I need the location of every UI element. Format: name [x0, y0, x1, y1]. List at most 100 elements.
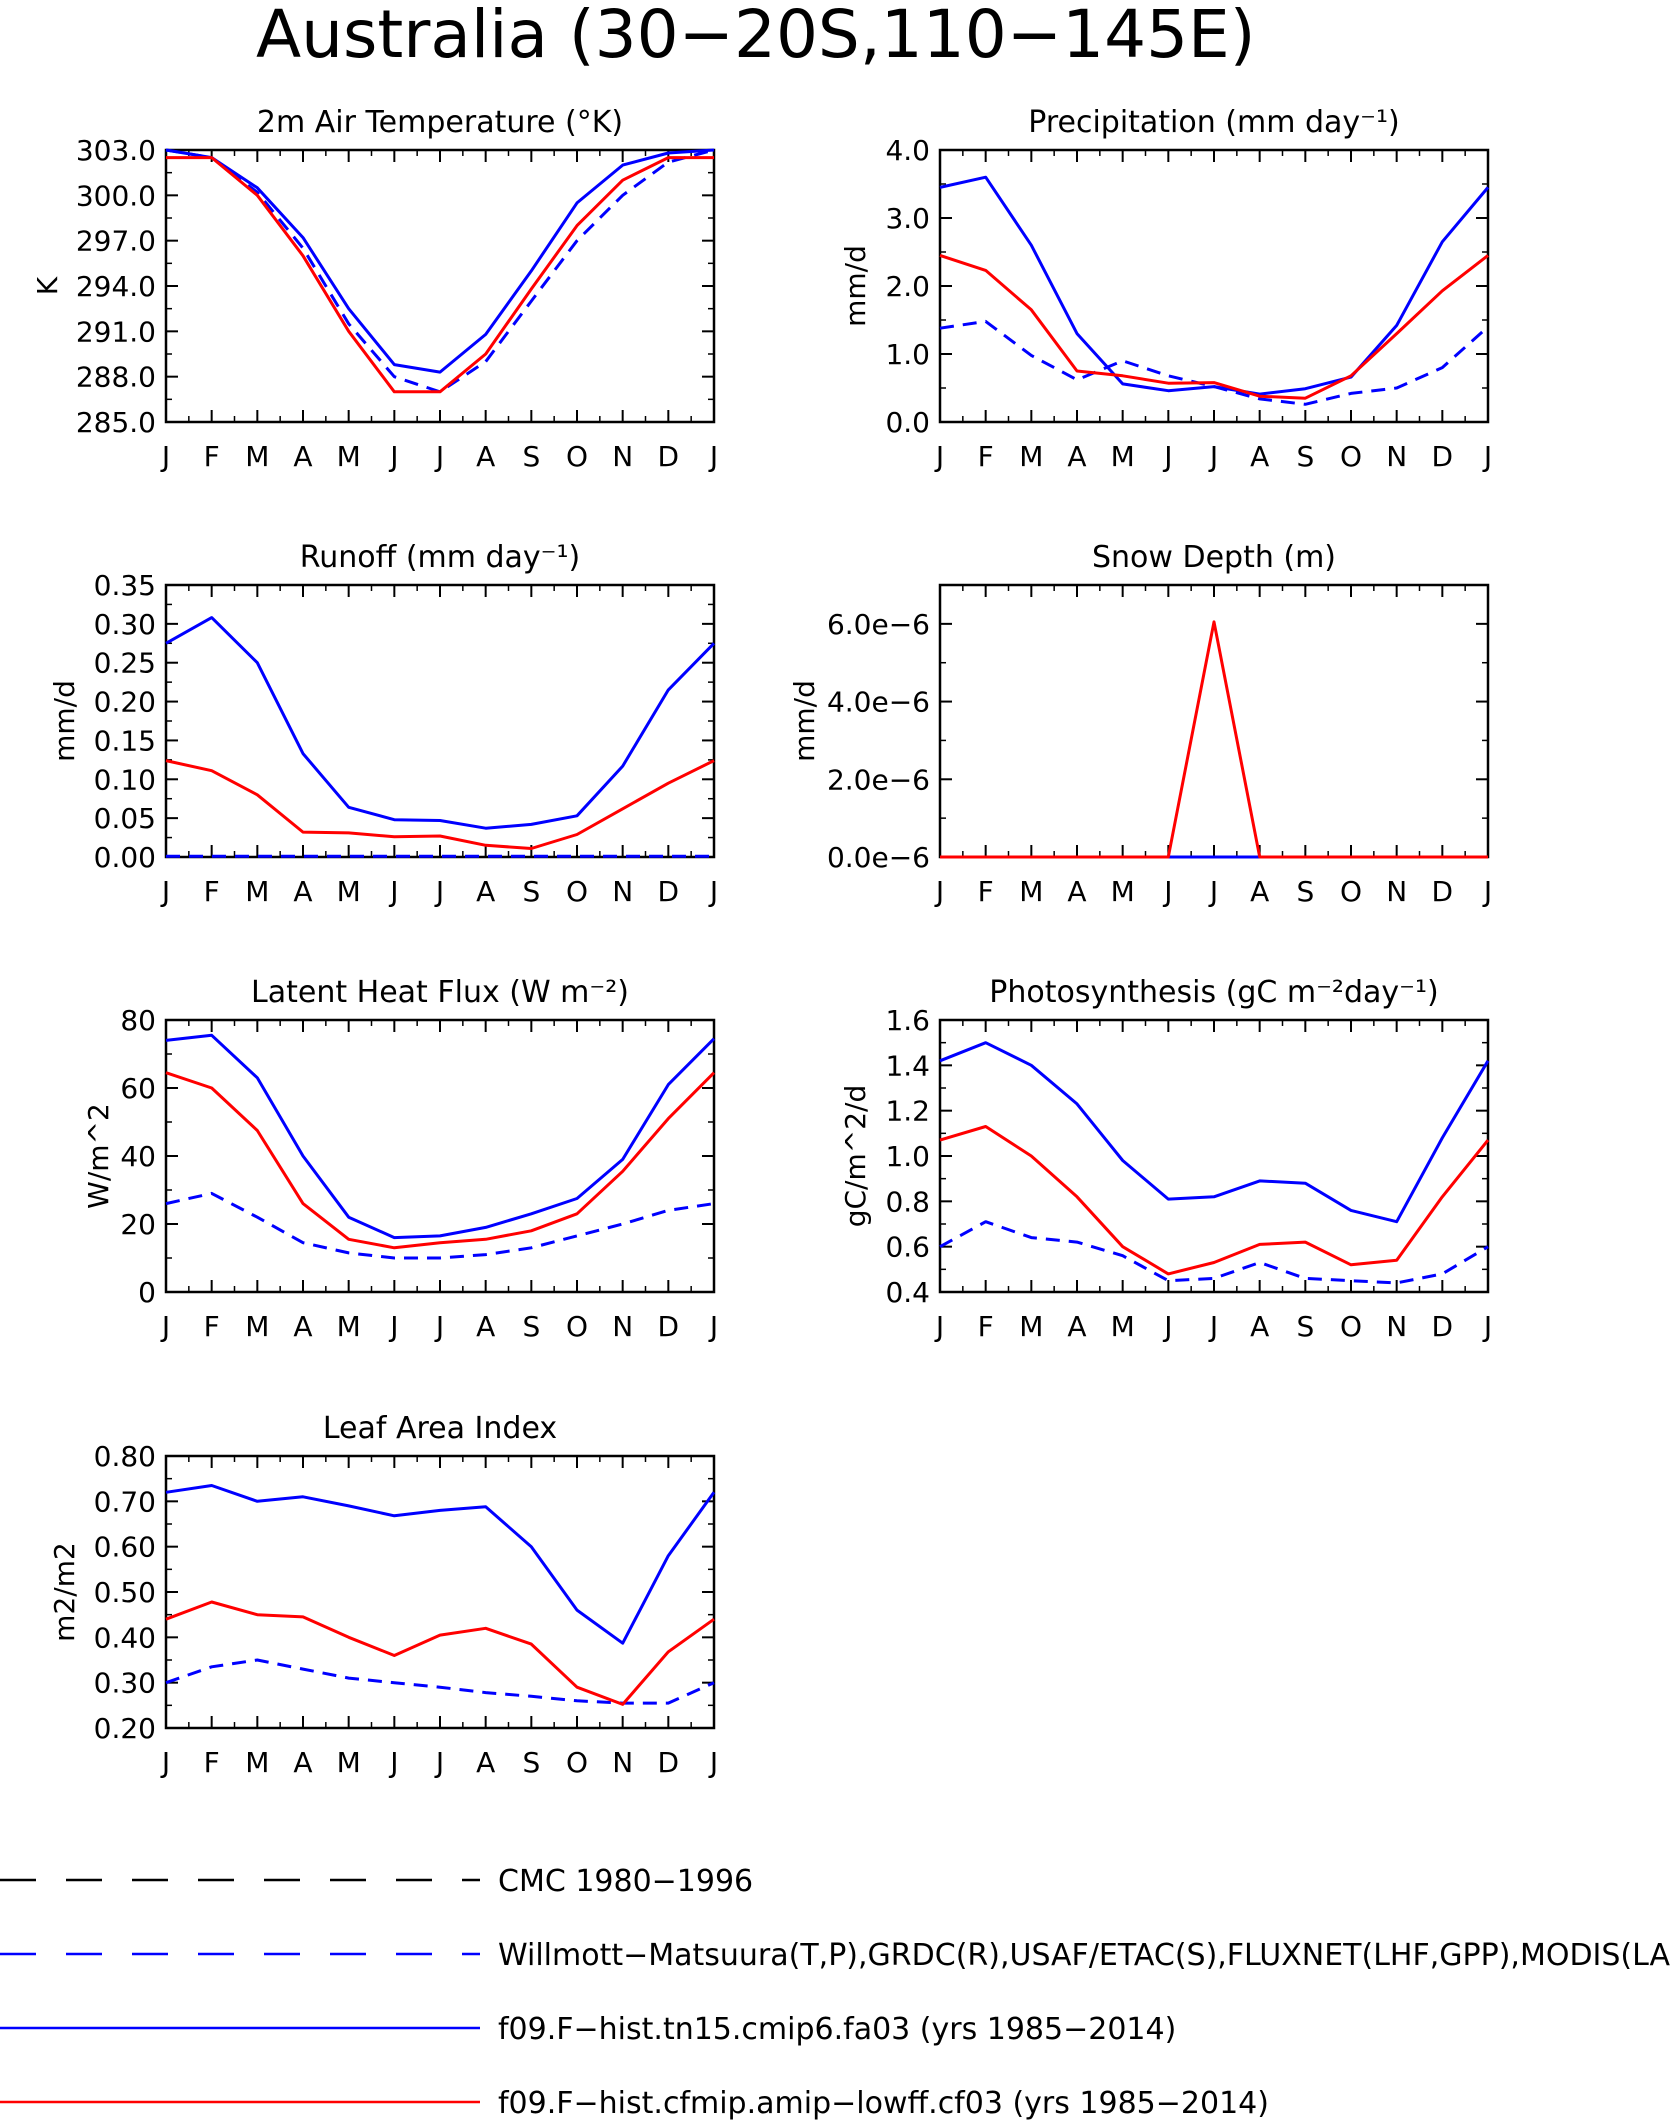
y-tick-label: 3.0: [885, 202, 930, 235]
y-tick-label: 40: [120, 1140, 156, 1173]
y-axis-label: gC/m^2/d: [839, 1085, 872, 1228]
series-line-3: [165, 759, 715, 850]
x-tick-label: A: [476, 1746, 495, 1779]
x-tick-label: M: [337, 1746, 361, 1779]
x-tick-label: O: [1340, 875, 1362, 908]
legend-label: CMC 1980−1996: [498, 1864, 753, 1899]
legend: CMC 1980−1996 Willmott−Matsuura(T,P),GRDC…: [0, 1864, 1673, 2121]
plot-frame: [164, 583, 716, 859]
x-tick-label: J: [434, 1746, 444, 1779]
series-line-3: [165, 1600, 715, 1706]
x-tick-label: N: [612, 440, 633, 473]
y-tick-label: 297.0: [76, 225, 156, 258]
x-tick-label: F: [204, 1310, 220, 1343]
x-tick-label: F: [978, 440, 994, 473]
legend-label: f09.F−hist.tn15.cmip6.fa03 (yrs 1985−201…: [498, 2012, 1176, 2047]
x-tick-label: J: [708, 1746, 718, 1779]
y-tick-label: 288.0: [76, 361, 156, 394]
x-tick-label: O: [566, 875, 588, 908]
x-tick-label: A: [293, 440, 312, 473]
x-tick-label: M: [1111, 1310, 1135, 1343]
series-line-3: [939, 1125, 1490, 1276]
x-tick-label: N: [1386, 440, 1407, 473]
x-tick-label: J: [934, 440, 944, 473]
x-tick-label: J: [1482, 440, 1492, 473]
x-tick-label: A: [476, 1310, 495, 1343]
x-tick-label: J: [1208, 440, 1218, 473]
x-tick-label: J: [1208, 1310, 1218, 1343]
x-tick-label: J: [388, 1310, 398, 1343]
series-line-1: [165, 1658, 715, 1705]
x-tick-label: S: [522, 1746, 540, 1779]
x-tick-label: O: [566, 440, 588, 473]
x-tick-label: A: [293, 875, 312, 908]
x-tick-label: J: [708, 1310, 718, 1343]
x-tick-label: D: [1432, 440, 1454, 473]
y-tick-label: 0.10: [94, 763, 156, 796]
y-tick-label: 2.0e−6: [827, 763, 930, 796]
x-tick-label: D: [658, 440, 680, 473]
y-tick-label: 80: [120, 1004, 156, 1037]
x-tick-label: F: [204, 440, 220, 473]
series-line-2: [165, 616, 716, 830]
y-tick-label: 1.0: [885, 1140, 930, 1173]
chart-panel-1: 2m Air Temperature (°K)J F M A M J J A S O N D J285.…: [31, 105, 718, 473]
x-tick-label: M: [1019, 440, 1043, 473]
x-tick-label: M: [1019, 1310, 1043, 1343]
x-tick-label: J: [160, 1310, 170, 1343]
series-line-2: [165, 148, 715, 374]
x-tick-label: N: [612, 1310, 633, 1343]
chart-panel-6: Photosynthesis (gC m⁻²day⁻¹)J F M A M J J A S O N D…: [839, 975, 1492, 1343]
y-tick-label: 0.30: [94, 1667, 156, 1700]
y-tick-label: 0.4: [885, 1276, 930, 1309]
x-tick-label: M: [337, 1310, 361, 1343]
series-line-1: [939, 319, 1489, 406]
series-line-1: [165, 148, 715, 394]
x-tick-label: S: [1296, 440, 1314, 473]
x-tick-label: J: [934, 1310, 944, 1343]
y-axis-label: mm/d: [839, 245, 872, 327]
x-tick-label: J: [1162, 440, 1172, 473]
y-tick-label: 0.70: [94, 1485, 156, 1518]
y-tick-label: 0.25: [94, 647, 156, 680]
y-axis-label: mm/d: [48, 680, 81, 762]
x-tick-label: F: [978, 1310, 994, 1343]
page-title: Australia (30−20S,110−145E): [256, 0, 1256, 73]
x-tick-label: D: [1432, 1310, 1454, 1343]
series-line-2: [165, 1484, 716, 1645]
chart-panel-4: Snow Depth (m)J F M A M J J A S O N D J0.0e−62.0e−64…: [788, 540, 1492, 908]
x-tick-label: M: [1111, 875, 1135, 908]
y-tick-label: 0.00: [94, 841, 156, 874]
x-tick-label: N: [1386, 1310, 1407, 1343]
y-tick-label: 0.50: [94, 1576, 156, 1609]
panel-title: Photosynthesis (gC m⁻²day⁻¹): [989, 975, 1438, 1010]
panel-title: Runoff (mm day⁻¹): [300, 540, 581, 575]
x-tick-label: M: [245, 875, 269, 908]
y-tick-label: 0.35: [94, 569, 156, 602]
series-line-2: [165, 1033, 716, 1240]
x-tick-label: J: [388, 440, 398, 473]
series-line-1: [165, 1191, 715, 1260]
x-tick-label: O: [1340, 1310, 1362, 1343]
x-tick-label: A: [293, 1310, 312, 1343]
x-tick-label: M: [337, 440, 361, 473]
y-tick-label: 0.6: [885, 1231, 930, 1264]
x-tick-label: F: [978, 875, 994, 908]
x-tick-label: A: [293, 1746, 312, 1779]
x-tick-label: J: [434, 875, 444, 908]
series-line-2: [939, 1041, 1490, 1224]
x-tick-label: O: [1340, 440, 1362, 473]
x-tick-label: A: [1250, 875, 1269, 908]
x-tick-label: J: [1208, 875, 1218, 908]
plot-frame: [164, 148, 716, 424]
chart-panel-3: Runoff (mm day⁻¹)J F M A M J J A S O N D J0.000.050.…: [48, 540, 718, 908]
y-tick-label: 1.4: [885, 1049, 930, 1082]
y-tick-label: 291.0: [76, 315, 156, 348]
x-tick-label: J: [434, 1310, 444, 1343]
x-tick-label: A: [1067, 875, 1086, 908]
legend-label: f09.F−hist.cfmip.amip−lowff.cf03 (yrs 19…: [498, 2086, 1269, 2121]
y-tick-label: 285.0: [76, 406, 156, 439]
x-tick-label: M: [1111, 440, 1135, 473]
y-tick-label: 2.0: [885, 270, 930, 303]
x-tick-label: J: [160, 1746, 170, 1779]
